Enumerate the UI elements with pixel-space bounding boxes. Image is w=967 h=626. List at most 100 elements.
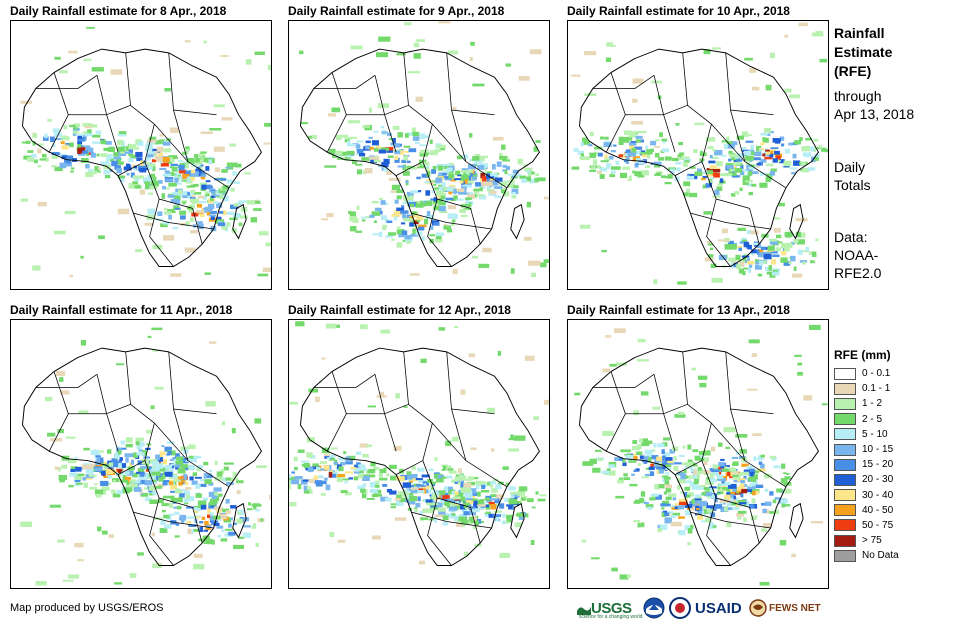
rain-cell <box>20 521 33 527</box>
rain-cell <box>473 516 477 521</box>
rain-cell <box>622 462 627 467</box>
rain-cell <box>689 506 697 511</box>
rain-cell <box>455 198 464 201</box>
rain-cell <box>633 500 641 504</box>
rain-cell <box>210 195 216 198</box>
rain-cell <box>438 327 446 331</box>
rain-cell <box>349 211 356 217</box>
rain-cell <box>735 245 743 248</box>
map-canvas <box>571 22 828 285</box>
rain-cell <box>378 36 391 42</box>
rain-cell <box>625 149 631 155</box>
rain-cell <box>697 375 708 380</box>
rain-cell <box>356 140 364 143</box>
rain-cell <box>114 463 122 468</box>
rain-cell <box>157 140 164 144</box>
rain-cell <box>626 574 631 578</box>
rain-cell <box>508 506 513 509</box>
rain-cell <box>379 197 383 200</box>
map-panel-apr-09: Daily Rainfall estimate for 9 Apr., 2018 <box>288 4 560 290</box>
rain-cell <box>763 128 772 133</box>
rain-cell <box>159 167 167 170</box>
rain-cell <box>161 193 165 199</box>
rain-cell <box>289 479 292 485</box>
rain-cell <box>723 427 736 433</box>
rain-cell <box>495 484 502 490</box>
rain-cell <box>730 483 737 489</box>
rain-cell <box>727 240 734 245</box>
rain-cell <box>780 478 788 484</box>
usgs-tagline: science for a changing world <box>579 614 643 620</box>
rain-cell <box>523 236 532 241</box>
rain-cell <box>412 131 420 137</box>
rain-cell <box>187 194 192 199</box>
country-border <box>35 374 98 388</box>
rain-cell <box>191 212 199 217</box>
rain-cell <box>694 478 699 484</box>
rain-cell <box>125 437 133 443</box>
rain-cell <box>226 481 234 486</box>
rain-cell <box>706 241 712 244</box>
country-border <box>168 52 217 116</box>
rain-cell <box>455 501 460 505</box>
rain-cell <box>129 573 137 578</box>
rain-cell <box>326 213 334 218</box>
rain-cell <box>757 457 764 461</box>
rain-cell <box>423 135 430 139</box>
rain-cell <box>436 144 446 149</box>
data-line: NOAA- <box>834 247 879 263</box>
rain-cell <box>450 179 457 182</box>
rain-cell <box>51 155 58 159</box>
rain-cell <box>69 142 74 148</box>
country-border <box>117 123 155 176</box>
rain-cell <box>635 135 643 139</box>
rain-cell <box>353 476 359 481</box>
rain-cell <box>650 493 659 497</box>
rain-cell <box>168 155 178 158</box>
rain-cell <box>54 466 60 470</box>
rain-cell <box>180 457 189 464</box>
rain-cell <box>118 131 127 136</box>
rain-cell <box>625 161 630 164</box>
country-border <box>711 422 746 461</box>
rain-cell <box>741 255 750 258</box>
rain-cell <box>396 189 404 194</box>
rain-cell <box>121 471 130 475</box>
rain-cell <box>776 488 783 493</box>
rain-cell <box>406 132 414 136</box>
rain-cell <box>708 160 716 164</box>
rain-cell <box>77 137 86 142</box>
rain-cell <box>719 499 731 503</box>
rain-cell <box>336 477 343 483</box>
rain-cell <box>55 371 66 376</box>
rain-cell <box>415 502 421 508</box>
rain-cell <box>326 457 331 460</box>
rain-cell <box>114 165 121 170</box>
rain-cell <box>464 520 472 525</box>
rain-cell <box>337 157 344 160</box>
rain-cell <box>454 515 459 522</box>
rain-cell <box>170 463 175 466</box>
rain-cell <box>423 488 427 494</box>
rain-cell <box>659 132 663 138</box>
rain-cell <box>335 150 343 156</box>
rain-cell <box>191 194 196 198</box>
title-line: (RFE) <box>834 63 872 79</box>
rain-cell <box>633 469 637 472</box>
rain-cell <box>677 411 684 415</box>
rain-cell <box>730 491 735 495</box>
rain-cell <box>82 131 89 135</box>
rain-cell <box>723 143 728 150</box>
rain-cell <box>380 125 385 129</box>
rain-cell <box>386 132 392 137</box>
rain-cell <box>380 496 388 502</box>
rain-cell <box>182 201 186 205</box>
rain-cell <box>705 183 711 188</box>
rain-cell <box>799 260 808 263</box>
rain-cell <box>641 171 646 174</box>
rain-cell <box>371 155 379 158</box>
rain-cell <box>416 220 421 223</box>
rain-cell <box>74 456 78 460</box>
rain-cell <box>748 170 753 176</box>
